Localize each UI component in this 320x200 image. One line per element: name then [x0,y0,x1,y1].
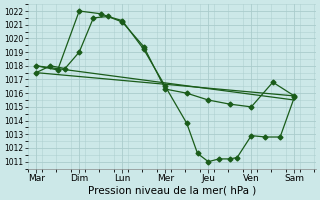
X-axis label: Pression niveau de la mer( hPa ): Pression niveau de la mer( hPa ) [88,186,256,196]
